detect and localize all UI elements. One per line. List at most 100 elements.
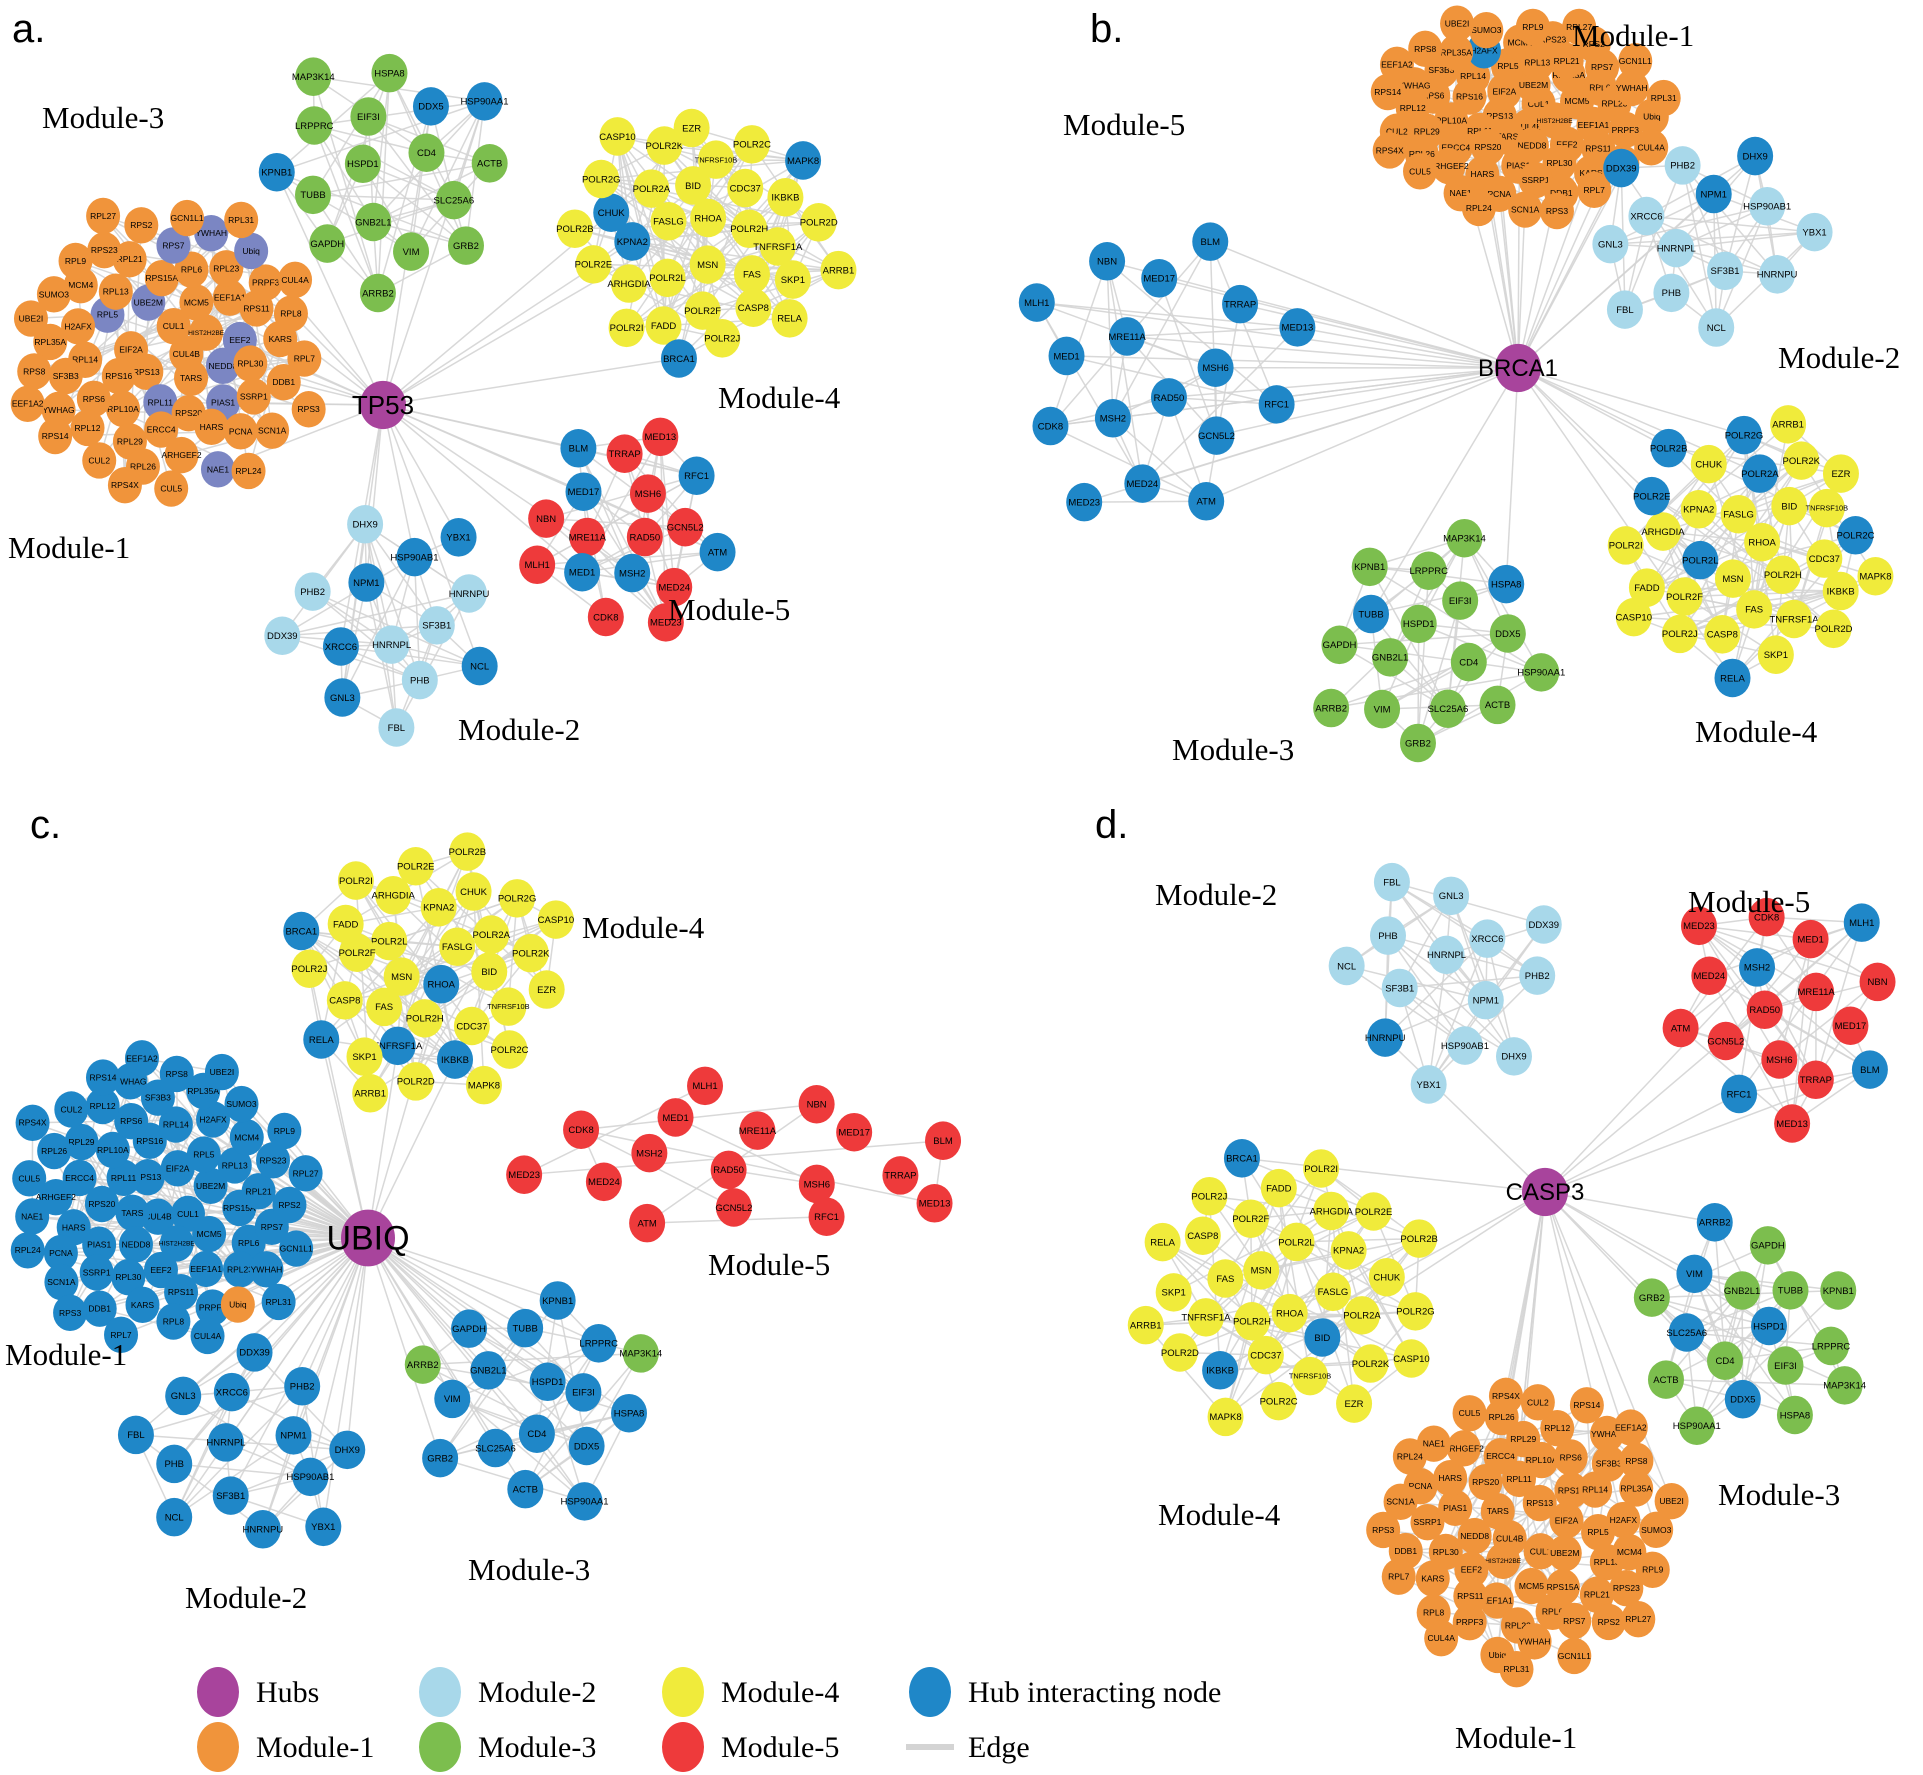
legend-label-module-5: Module-5: [721, 1731, 839, 1764]
node-RPL27: [1562, 8, 1597, 46]
node-KPNB1: [539, 1281, 576, 1320]
edge: [701, 187, 746, 311]
node-MCM5: [1514, 1567, 1549, 1605]
node-label-GCN1L1: GCN1L1: [1619, 56, 1652, 66]
edge: [382, 404, 460, 538]
node-HNRNPL: [1428, 935, 1465, 975]
node-label-RPL29: RPL29: [1510, 1434, 1536, 1444]
node-YBX1: [440, 518, 477, 557]
node-label-CUL1: CUL1: [177, 1209, 199, 1219]
node-label-RPL21: RPL21: [1584, 1590, 1610, 1600]
edge: [1369, 566, 1542, 674]
edge: [413, 557, 421, 681]
node-label-NAE1: NAE1: [21, 1211, 43, 1221]
node-label-UBE2M: UBE2M: [134, 297, 163, 307]
node-label-KPNB1: KPNB1: [542, 1296, 573, 1307]
node-label-Ubiq: Ubiq: [229, 1300, 247, 1310]
node-HSP90AA1: [466, 82, 503, 121]
node-RHOA: [690, 198, 727, 238]
node-RPL11: [143, 384, 178, 421]
node-CD4: [1450, 642, 1487, 682]
node-TUBB: [1772, 1271, 1809, 1310]
node-label-CUL4A: CUL4A: [1638, 142, 1666, 152]
node-label-BLM: BLM: [1860, 1065, 1880, 1076]
node-label-RPS7: RPS7: [162, 240, 184, 250]
edge: [601, 178, 746, 189]
node-ARHGEF2: [1446, 1430, 1481, 1467]
node-SF3B1: [1381, 968, 1418, 1008]
node-label-POLR2H: POLR2H: [1233, 1317, 1271, 1328]
node-label-RPS7: RPS7: [1563, 1616, 1585, 1626]
node-HARS: [194, 408, 229, 445]
node-HIST2H2BE: [189, 314, 224, 351]
node-TNFRSF10B: [1808, 488, 1845, 528]
node-label-RPL23: RPL23: [1505, 1620, 1531, 1630]
edge: [1216, 367, 1519, 437]
node-label-GNL3: GNL3: [171, 1391, 196, 1402]
node-label-YBX1: YBX1: [446, 533, 470, 544]
node-label-MCM5: MCM5: [1564, 96, 1589, 106]
node-label-HNRNPL: HNRNPL: [1427, 950, 1466, 961]
node-label-MED17: MED17: [568, 487, 600, 498]
node-MLH1: [1018, 283, 1055, 322]
edge: [659, 436, 675, 588]
node-label-RPL6: RPL6: [1542, 1607, 1564, 1617]
edge: [1450, 895, 1515, 1057]
edge: [1544, 1093, 1740, 1193]
node-ARHGEF2: [164, 436, 199, 474]
node-label-RPL11: RPL11: [148, 397, 174, 407]
edge: [367, 1237, 558, 1302]
node-label-SF3B1: SF3B1: [422, 621, 451, 632]
node-TUBB: [1353, 594, 1390, 634]
node-CD4: [1706, 1341, 1743, 1380]
node-label-MLH1: MLH1: [692, 1081, 717, 1092]
node-GCN5L2: [715, 1188, 752, 1227]
node-label-H2AFX: H2AFX: [1610, 1515, 1638, 1525]
edge: [1544, 1191, 1715, 1224]
node-label-SSRP1: SSRP1: [1522, 175, 1550, 185]
node-label-SLC25A6: SLC25A6: [1428, 704, 1469, 715]
node-POLR2J: [704, 319, 741, 358]
edge: [1224, 1270, 1262, 1418]
node-label-RPS8: RPS8: [166, 1069, 188, 1079]
node-label-MAP3K14: MAP3K14: [1443, 534, 1486, 545]
node-label-RPS4X: RPS4X: [111, 480, 139, 490]
node-CD4: [518, 1414, 555, 1453]
node-GCN1L1: [279, 1230, 314, 1267]
node-label-PHB: PHB: [410, 675, 430, 686]
node-label-RPL10A: RPL10A: [1435, 115, 1467, 125]
node-MED1: [564, 552, 601, 592]
node-label-RPS11: RPS11: [168, 1287, 195, 1297]
edge: [1370, 613, 1449, 710]
node-HSPA8: [371, 53, 408, 93]
node-NCL: [1328, 946, 1365, 986]
node-FADD: [1628, 568, 1665, 607]
node-POLR2B: [1401, 1219, 1438, 1258]
node-SF3B3: [1591, 1445, 1626, 1482]
edge: [312, 194, 379, 294]
node-label-RPS3: RPS3: [1372, 1525, 1394, 1535]
node-label-ARRB1: ARRB1: [1772, 420, 1804, 431]
node-POLR2D: [800, 203, 837, 242]
node-RPL31: [1499, 1650, 1534, 1688]
node-label-BLM: BLM: [569, 444, 589, 455]
edge: [174, 1463, 311, 1478]
node-label-CUL1: CUL1: [1530, 1546, 1552, 1556]
node-RHOA: [423, 964, 460, 1004]
module-label-a-module-5: Module-5: [668, 592, 790, 627]
node-MAPK8: [1207, 1397, 1244, 1437]
node-label-TUBB: TUBB: [300, 190, 325, 201]
node-VIM: [1676, 1254, 1713, 1294]
node-RPL8: [156, 1303, 191, 1340]
node-RPS11: [164, 1274, 199, 1311]
node-label-POLR2D: POLR2D: [1161, 1348, 1199, 1359]
node-RPL24: [10, 1232, 45, 1269]
node-FADD: [645, 306, 682, 345]
node-EIF3I: [350, 97, 387, 136]
node-label-RPS6: RPS6: [1422, 91, 1444, 101]
node-label-MCM4: MCM4: [234, 1132, 259, 1142]
node-label-CASP10: CASP10: [1616, 612, 1652, 623]
node-ARRB1: [820, 250, 857, 290]
node-label-RPL11: RPL11: [111, 1173, 137, 1183]
